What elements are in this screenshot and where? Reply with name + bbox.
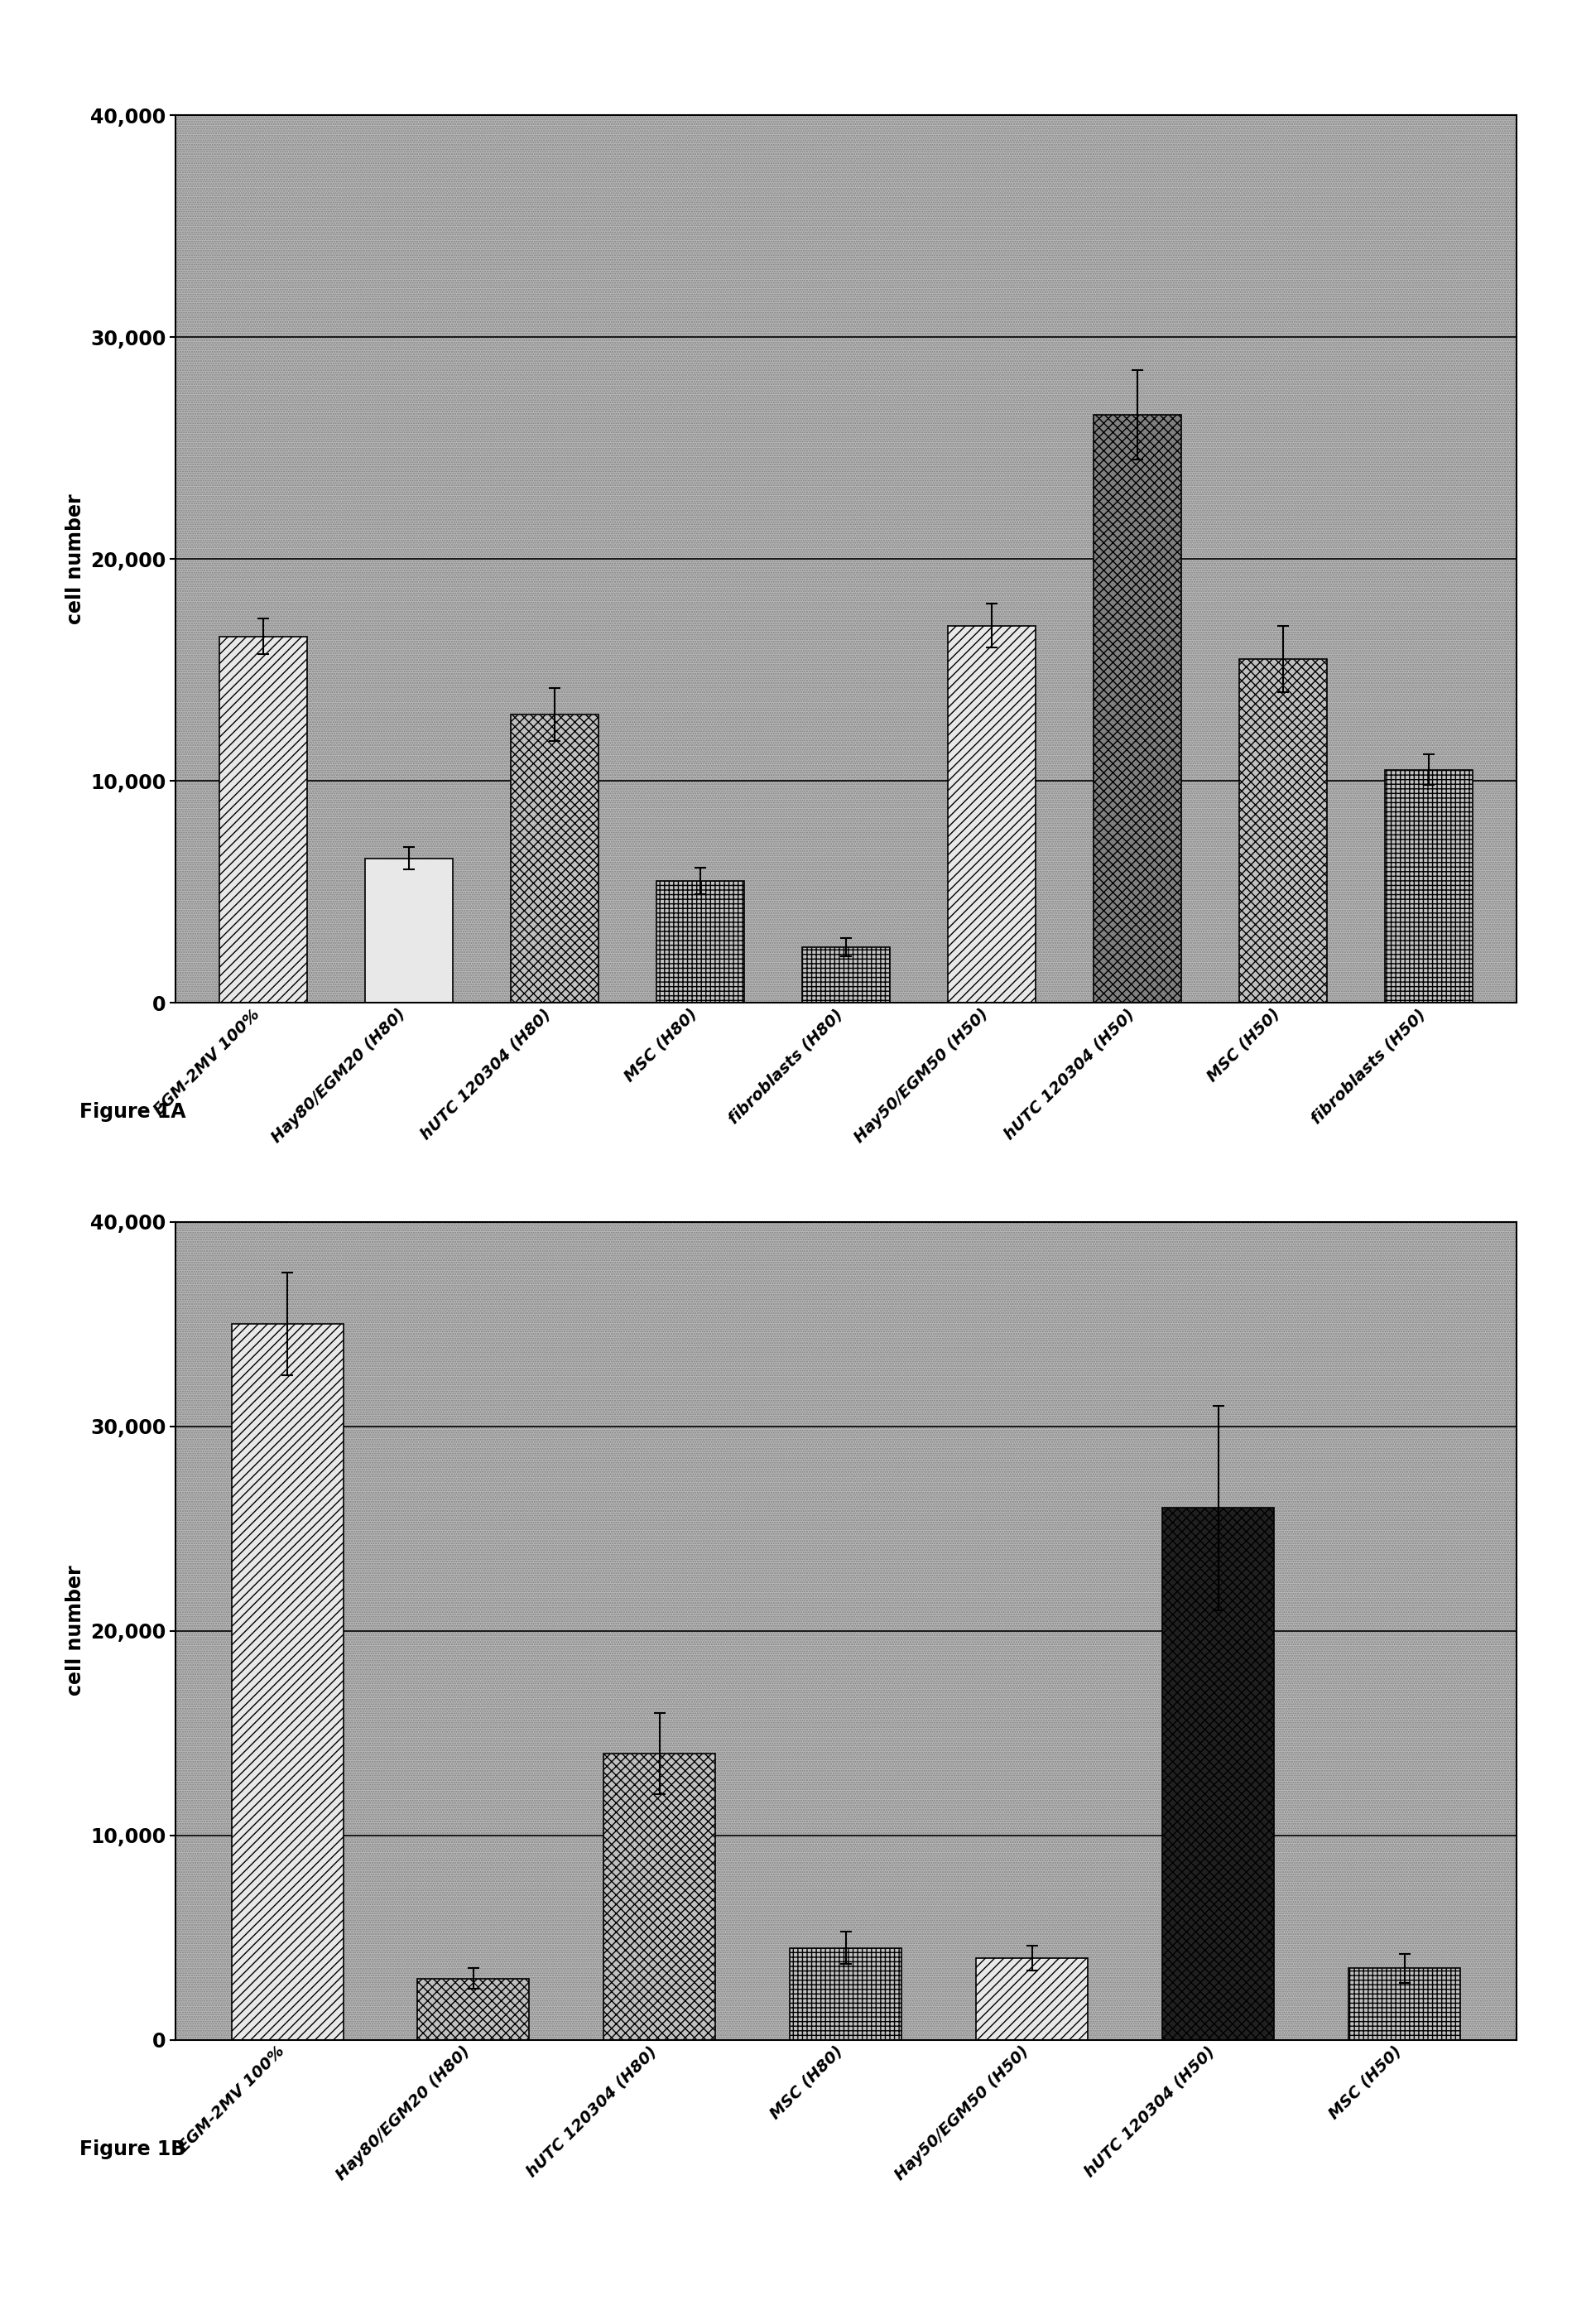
Bar: [365, 857, 452, 1003]
Bar: [977, 1959, 1088, 2040]
Bar: [948, 625, 1036, 1003]
Text: Figure 1B: Figure 1B: [80, 2139, 187, 2160]
Bar: [176, 1222, 1516, 2040]
Bar: [418, 1978, 530, 2040]
Bar: [1240, 659, 1326, 1003]
Bar: [603, 1754, 715, 2040]
Bar: [790, 1948, 902, 2040]
Y-axis label: cell number: cell number: [65, 1565, 86, 1696]
Bar: [656, 881, 744, 1003]
Bar: [511, 715, 598, 1003]
Y-axis label: cell number: cell number: [65, 493, 86, 625]
Bar: [219, 636, 306, 1003]
Bar: [176, 115, 1516, 1003]
Bar: [1349, 1968, 1460, 2040]
Bar: [1093, 415, 1181, 1003]
Text: Figure 1A: Figure 1A: [80, 1102, 187, 1123]
Bar: [231, 1323, 343, 2040]
Bar: [803, 947, 889, 1003]
Bar: [1385, 770, 1473, 1003]
Bar: [1162, 1507, 1274, 2040]
